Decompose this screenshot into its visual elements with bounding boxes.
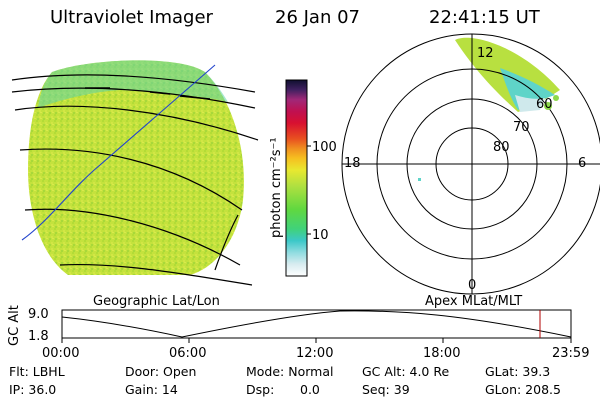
colorbar-unit-label: photon cm⁻²s⁻¹	[269, 137, 284, 238]
time-tick-2359: 23:59	[552, 346, 590, 361]
date-label: 26 Jan 07	[275, 7, 360, 28]
mlat-label-80: 80	[493, 140, 510, 155]
altitude-ylabel: GC Alt	[7, 305, 22, 346]
mlt-label-18: 18	[344, 156, 361, 171]
polar-panel-label: Apex MLat/MLT	[425, 294, 523, 309]
time-tick-0600: 06:00	[169, 346, 207, 361]
glon-status: GLon: 208.5	[485, 382, 561, 397]
colorbar	[285, 79, 308, 277]
time-label: 22:41:15 UT	[429, 7, 540, 28]
filter-status: Flt: LBHL	[9, 364, 65, 379]
mlat-label-60: 60	[536, 97, 553, 112]
time-tick-0000: 00:00	[42, 346, 80, 361]
time-tick-1200: 12:00	[296, 346, 334, 361]
mode-status: Mode: Normal	[246, 364, 334, 379]
mlt-label-6: 6	[578, 156, 587, 171]
geo-panel-label: Geographic Lat/Lon	[93, 294, 220, 309]
altitude-ytick-1-8: 1.8	[28, 329, 49, 344]
glat-status: GLat: 39.3	[485, 364, 551, 379]
altitude-ytick-9: 9.0	[28, 307, 49, 322]
mlat-label-70: 70	[513, 120, 530, 135]
app-title: Ultraviolet Imager	[50, 7, 213, 28]
ip-status: IP: 36.0	[9, 382, 57, 397]
door-status: Door: Open	[125, 364, 197, 379]
mlt-label-0: 0	[468, 278, 477, 293]
seq-status: Seq: 39	[362, 382, 410, 397]
mlt-label-12: 12	[477, 46, 494, 61]
gc-alt-status: GC Alt: 4.0 Re	[362, 364, 450, 379]
colorbar-tick-10: 10	[312, 228, 329, 243]
time-tick-1800: 18:00	[423, 346, 461, 361]
dsp-label: Dsp:	[246, 382, 275, 397]
colorbar-tick-100: 100	[312, 140, 337, 155]
polar-plot	[341, 33, 600, 295]
earth-disk-image	[11, 60, 259, 286]
dsp-value: 0.0	[300, 382, 320, 397]
altitude-plot	[61, 309, 572, 343]
gain-status: Gain: 14	[125, 382, 178, 397]
